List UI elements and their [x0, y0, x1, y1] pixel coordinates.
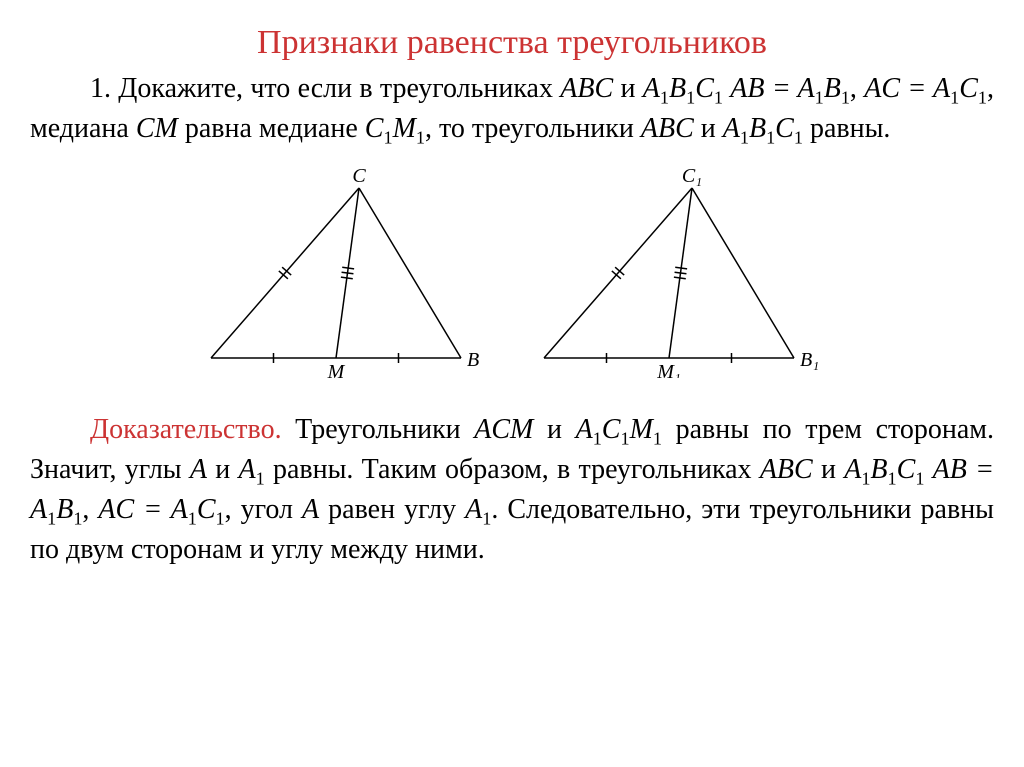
var-a1b1c1: A1B1C1 [723, 113, 803, 144]
text: Треугольники [282, 414, 475, 445]
var-A1: A1 [465, 494, 491, 525]
text: и [613, 73, 643, 104]
text: 1. Докажите, что если в треугольниках [90, 73, 560, 104]
var-cm: CM [136, 113, 178, 144]
text [924, 454, 932, 485]
var-abc: ABC [760, 454, 813, 485]
text: и [533, 414, 575, 445]
var-A: A [190, 454, 207, 485]
svg-text:B: B [467, 349, 479, 371]
var-abc: ABC [641, 113, 694, 144]
proof-heading: Доказательство. [90, 414, 282, 445]
text: , то треугольники [425, 113, 641, 144]
text: и [207, 454, 239, 485]
text: и [813, 454, 845, 485]
var-a1b1c1: A1B1C1 [643, 73, 723, 104]
text: , угол [225, 494, 302, 525]
text: равен углу [319, 494, 465, 525]
proof-paragraph: Доказательство. Треугольники ACM и A1C1M… [30, 411, 994, 569]
text: и [694, 113, 723, 144]
problem-statement: 1. Докажите, что если в треугольниках AB… [30, 70, 994, 150]
svg-text:B₁: B₁ [800, 349, 819, 371]
text: , [850, 73, 864, 104]
var-abc: ABC [560, 73, 613, 104]
text: равна медиане [178, 113, 365, 144]
figure-row: ABCM A₁B₁C₁M₁ [30, 168, 994, 389]
text: равны. Таким образом, в треугольниках [265, 454, 760, 485]
svg-text:C₁: C₁ [681, 168, 701, 187]
svg-text:M: M [326, 361, 345, 378]
eq-ac: AC = A1C1 [864, 73, 987, 104]
triangle-right: A₁B₁C₁M₁ [534, 168, 824, 378]
svg-text:M₁: M₁ [656, 361, 681, 378]
text: , [82, 494, 98, 525]
text: равны. [803, 113, 890, 144]
var-A1: A1 [238, 454, 264, 485]
var-A: A [302, 494, 319, 525]
triangle-left: ABCM [201, 168, 491, 378]
var-a1b1c1: A1B1C1 [844, 454, 924, 485]
var-a1c1m1: A1C1M1 [576, 414, 662, 445]
svg-text:C: C [352, 168, 366, 187]
eq-ab: AB = A1B1 [730, 73, 850, 104]
var-acm: ACM [474, 414, 533, 445]
page-title: Признаки равенства треугольников [30, 20, 994, 66]
eq-ac: AC = A1C1 [98, 494, 224, 525]
var-c1m1: C1M1 [365, 113, 425, 144]
